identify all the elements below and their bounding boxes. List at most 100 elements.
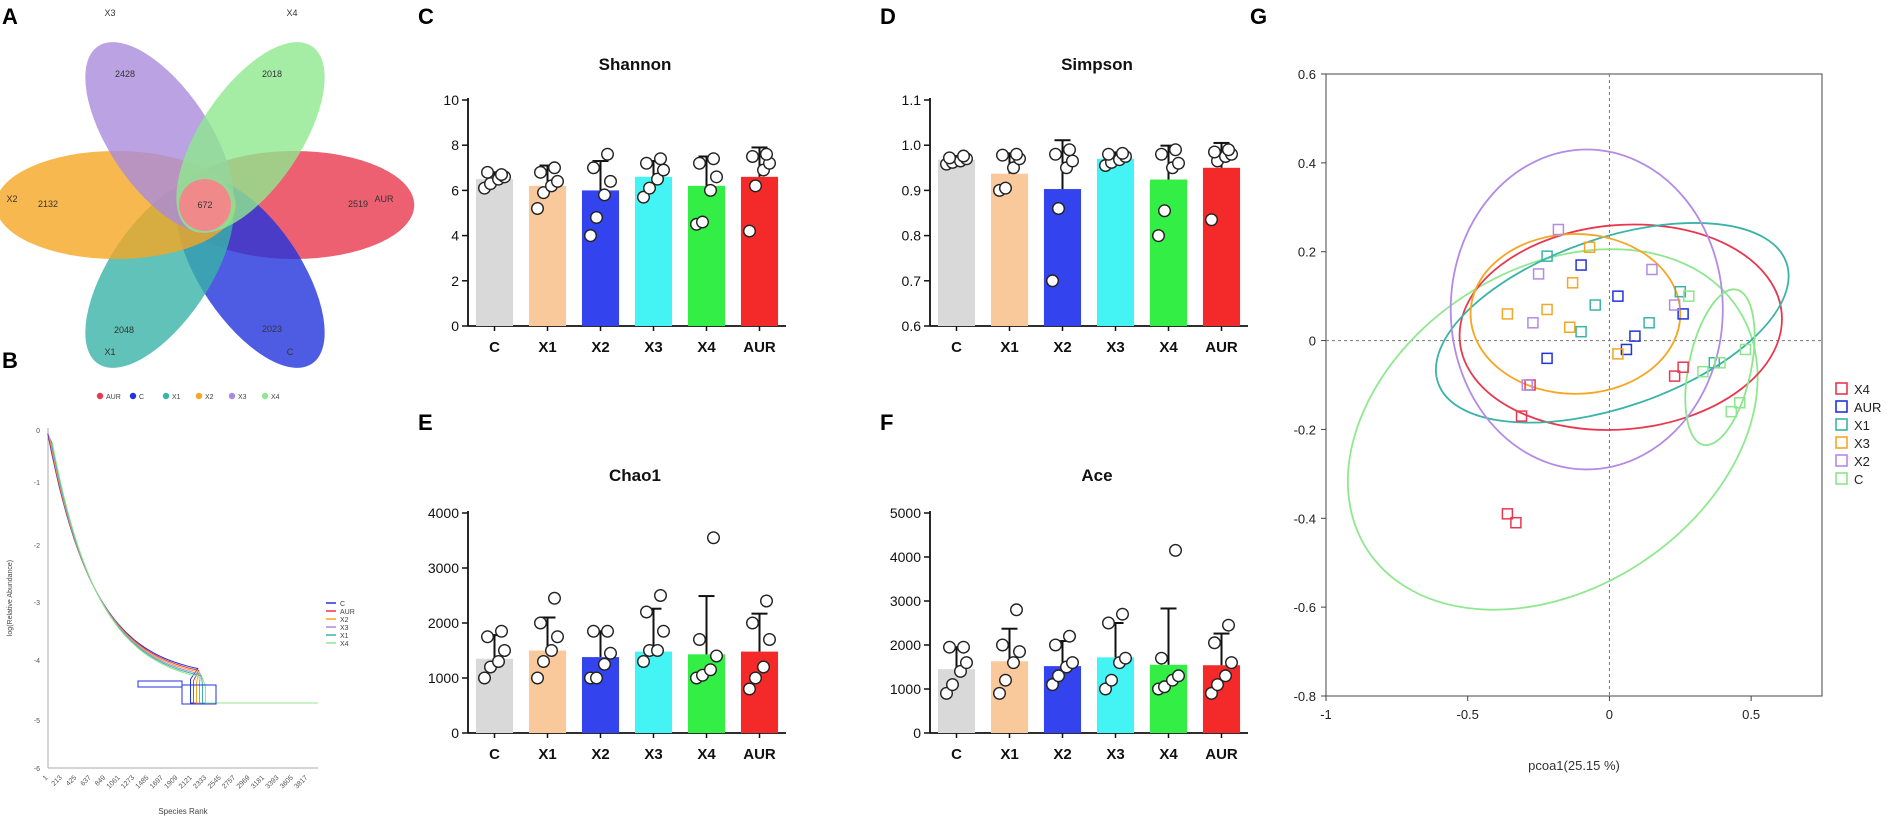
b-rlegend-label: C [340, 601, 345, 608]
data-point [1154, 147, 1168, 161]
data-point [604, 174, 618, 188]
x-tick-label: X3 [644, 746, 662, 763]
y-tick-label: 0.7 [902, 273, 922, 289]
x-tick-label: X3 [1106, 746, 1124, 763]
legend-swatch-x4 [1835, 382, 1848, 395]
point-c [1725, 405, 1738, 418]
point-x2 [1521, 379, 1533, 391]
point-c [1697, 365, 1709, 378]
b-xtick: 3393 [265, 774, 281, 790]
data-point [587, 161, 601, 175]
g-xtick-label: 0.5 [1742, 707, 1760, 722]
g-xtick-label: -0.5 [1457, 707, 1479, 722]
data-point [537, 655, 551, 669]
b-xtick: 1 [42, 774, 50, 782]
b-xtick: 2545 [207, 774, 223, 790]
data-point [996, 148, 1010, 162]
y-tick-label: 0.9 [902, 182, 922, 198]
y-tick-label: 0 [451, 318, 459, 334]
x-tick-label: C [951, 339, 962, 356]
point-x2 [1668, 299, 1681, 311]
x-tick-label: X4 [697, 746, 716, 763]
x-tick-label: X4 [1159, 746, 1178, 763]
legend-label: X3 [1854, 436, 1870, 451]
chart-title: Ace [1081, 466, 1112, 485]
b-legend-dot-aur [96, 392, 104, 400]
x-tick-label: AUR [743, 339, 776, 356]
data-point [1007, 161, 1021, 175]
y-tick-label: 1.0 [902, 137, 922, 153]
data-point [640, 156, 654, 170]
point-x2 [1527, 317, 1539, 329]
y-tick-label: 3000 [890, 593, 921, 609]
y-tick-label: 0.6 [902, 318, 922, 334]
data-point [1051, 669, 1065, 683]
data-point [601, 624, 615, 638]
data-point [548, 161, 562, 175]
panel-letter-b: B [2, 348, 18, 373]
data-point [534, 165, 548, 179]
b-xtick: 2121 [178, 774, 194, 790]
point-aur [1612, 290, 1624, 302]
ellipse-x4 [1346, 248, 1759, 611]
g-ytick-label: 0 [1309, 334, 1316, 349]
data-point [763, 633, 777, 647]
bar-c [937, 159, 976, 326]
b-ytick: -3 [34, 600, 40, 607]
bar-x4 [1149, 179, 1188, 326]
data-point [637, 655, 651, 669]
b-legend-label: AUR [106, 394, 121, 401]
g-xlabel: pcoa1(25.15 %) [1528, 758, 1620, 773]
petal-label: X4 [286, 8, 297, 18]
b-xlabel: Species Rank [158, 807, 208, 816]
point-aur [1541, 352, 1553, 365]
bar-x3 [1096, 158, 1135, 326]
data-point [498, 644, 512, 658]
b-ytick: -1 [34, 480, 40, 487]
y-tick-label: 10 [443, 92, 459, 108]
bar-c [475, 179, 514, 326]
point-x3 [1501, 308, 1514, 320]
data-point [657, 163, 671, 177]
legend-label: X2 [1854, 454, 1870, 469]
data-point [693, 633, 707, 647]
b-xtick: 1485 [135, 774, 151, 790]
b-xtick: 425 [65, 774, 78, 787]
x-tick-label: C [951, 746, 962, 763]
data-point [946, 678, 960, 692]
x-tick-label: AUR [1205, 746, 1238, 763]
data-point [704, 663, 718, 677]
b-rlegend-label: AUR [340, 609, 355, 616]
legend-label: AUR [1854, 400, 1881, 415]
data-point [760, 147, 774, 161]
b-curve-x1 [50, 440, 318, 704]
simpson-chart: Simpson 0.6 0.7 0.8 0.9 1.0 1.1 C X1 X2 X3 X4 AUR [902, 55, 1248, 356]
point-aur [1575, 259, 1587, 271]
point-c [1683, 290, 1695, 302]
petal-label: C [287, 347, 294, 357]
b-xtick: 3817 [293, 774, 309, 790]
g-ytick-label: 0.4 [1298, 156, 1316, 171]
petal-value: 2048 [114, 325, 134, 335]
g-ytick-label: -0.6 [1294, 600, 1316, 615]
point-x1 [1643, 317, 1655, 329]
data-point [1062, 143, 1076, 157]
data-point [954, 664, 968, 678]
y-tick-label: 4 [451, 228, 459, 244]
shannon-chart: Shannon 0 2 4 6 8 10 C X1 X2 X3 X4 AUR [443, 55, 786, 356]
point-aur [1677, 308, 1689, 320]
chart-title: Shannon [599, 55, 672, 74]
chao1-chart: Chao1 0 1000 2000 3000 4000 C X1 X2 X3 X4 AUR [428, 466, 786, 763]
x-tick-label: C [489, 746, 500, 763]
data-point [481, 165, 495, 179]
b-ytick: -2 [34, 543, 40, 550]
data-point [551, 174, 565, 188]
data-point [1051, 201, 1065, 215]
g-ytick-label: -0.2 [1294, 422, 1316, 437]
data-point [481, 630, 495, 644]
data-point [654, 152, 668, 166]
data-point [1168, 143, 1182, 157]
b-xtick: 2333 [192, 774, 208, 790]
y-tick-label: 1000 [890, 681, 921, 697]
legend-swatch-aur [1835, 400, 1848, 413]
